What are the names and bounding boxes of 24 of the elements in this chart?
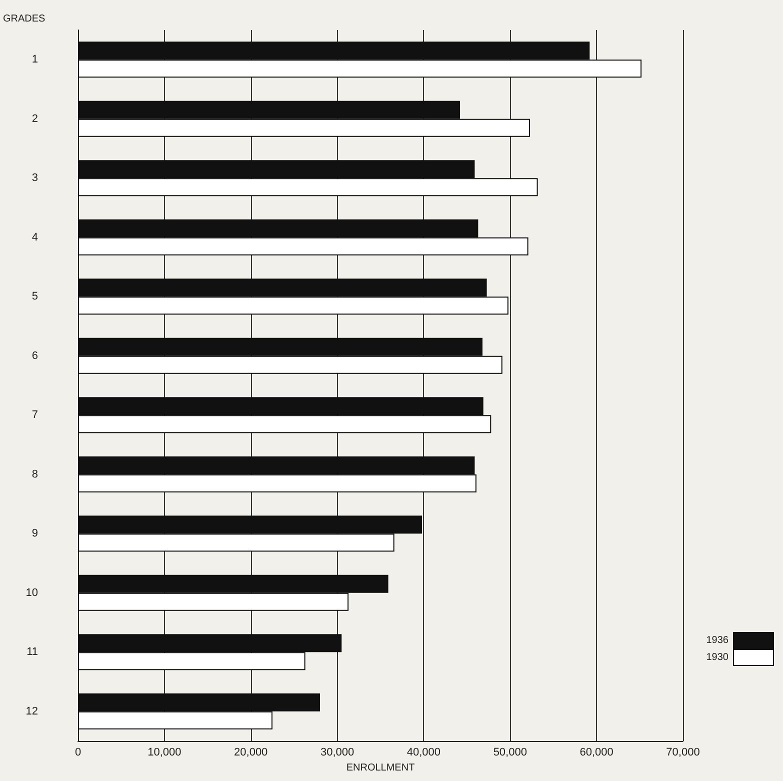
x-tick-label: 10,000 xyxy=(148,746,182,758)
legend-label: 1936 xyxy=(706,635,729,646)
y-tick-label: 4 xyxy=(32,231,38,244)
y-tick-label: 2 xyxy=(32,112,38,125)
x-tick-label: 60,000 xyxy=(580,746,614,758)
x-tick-label: 40,000 xyxy=(406,746,441,758)
y-tick-label: 9 xyxy=(32,528,38,540)
x-tick-label: 20,000 xyxy=(234,746,268,758)
y-tick-label: 7 xyxy=(32,409,38,422)
y-tick-label: 5 xyxy=(32,290,38,303)
y-axis-title: GRADES xyxy=(3,14,46,24)
legend-label: 1930 xyxy=(706,652,729,663)
y-tick-label: 11 xyxy=(26,646,38,658)
x-tick-label: 0 xyxy=(74,746,82,758)
x-tick-label: 70,000 xyxy=(666,746,700,758)
y-tick-label: 1 xyxy=(32,54,38,66)
y-tick-label: 8 xyxy=(32,468,38,480)
x-tick-label: 30,000 xyxy=(320,746,354,758)
y-tick-label: 10 xyxy=(26,586,38,599)
y-tick-label: 12 xyxy=(26,705,38,718)
x-axis-title: ENROLLMENT xyxy=(346,762,415,774)
y-tick-label: 6 xyxy=(32,350,38,362)
x-tick-label: 50,000 xyxy=(493,746,527,758)
y-tick-label: 3 xyxy=(32,172,38,184)
